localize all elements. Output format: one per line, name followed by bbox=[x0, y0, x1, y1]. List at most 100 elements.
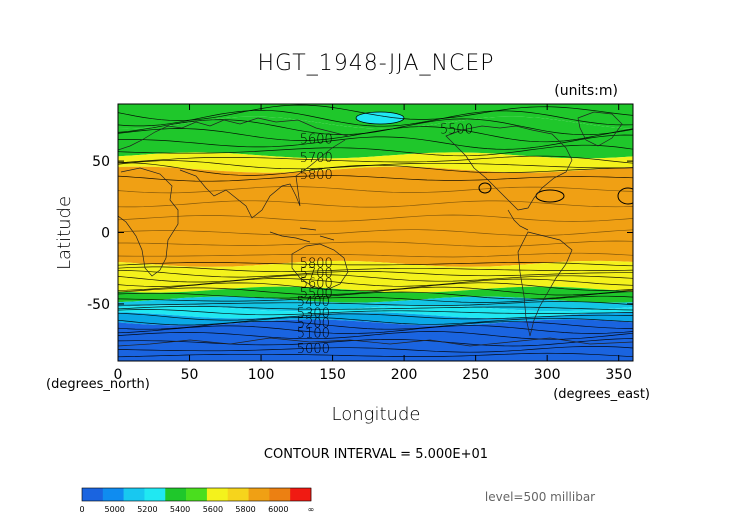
coast-africa bbox=[118, 167, 179, 277]
contour-line bbox=[118, 274, 633, 283]
contour-line bbox=[118, 320, 633, 330]
contour-labels: 5500560057005800580057005600550054005300… bbox=[297, 122, 473, 357]
x-axis-title: Longitude bbox=[332, 404, 421, 425]
contour-line bbox=[118, 301, 633, 306]
colorbar bbox=[82, 488, 312, 501]
contour-line bbox=[118, 214, 633, 222]
colorbar-swatch bbox=[82, 488, 104, 501]
y-axis-ticks: 50 0 -50 bbox=[87, 154, 633, 313]
level-text: level=500 millibar bbox=[485, 490, 595, 504]
high-center-east bbox=[617, 187, 633, 205]
contour-line bbox=[118, 162, 633, 176]
colorbar-swatch bbox=[165, 488, 187, 501]
contour-line bbox=[118, 291, 633, 300]
coast-australia bbox=[291, 243, 349, 291]
contour-label: 5600 bbox=[300, 277, 333, 292]
coast-asia-south bbox=[179, 139, 346, 219]
contour-line bbox=[118, 352, 633, 358]
contour-line bbox=[118, 269, 633, 278]
contour-line bbox=[118, 118, 633, 136]
contour-label: 5000 bbox=[297, 342, 330, 357]
colorbar-swatch bbox=[144, 488, 166, 501]
units-label: (units:m) bbox=[554, 83, 618, 99]
colorbar-frame bbox=[81, 487, 312, 502]
contour-line bbox=[118, 295, 633, 303]
contour-label: 5500 bbox=[300, 287, 333, 302]
colorbar-labels: 0 5000 5200 5400 5600 5800 6000 ∞ bbox=[79, 505, 314, 514]
contour-line bbox=[118, 109, 633, 127]
y-tick-label: -50 bbox=[87, 297, 110, 313]
contour-lines bbox=[118, 104, 633, 358]
coast-central-america bbox=[507, 209, 529, 231]
colorbar-swatch bbox=[269, 488, 291, 501]
x-unit-label: (degrees_east) bbox=[553, 387, 650, 402]
contour-line bbox=[118, 200, 633, 208]
contour-line bbox=[118, 338, 633, 347]
x-tick-label: 350 bbox=[605, 367, 632, 383]
colorbar-swatch bbox=[206, 488, 229, 501]
colorbar-swatch bbox=[123, 488, 145, 501]
coast-south-america bbox=[517, 231, 573, 337]
y-tick-label: 0 bbox=[101, 226, 110, 242]
contour-line bbox=[118, 252, 633, 258]
contour-interval-text: CONTOUR INTERVAL = 5.000E+01 bbox=[264, 447, 488, 462]
coast-antarctica bbox=[118, 337, 633, 347]
contour-line bbox=[118, 331, 633, 340]
contour-line bbox=[118, 229, 633, 236]
contour-line bbox=[118, 306, 633, 311]
colorbar-tick-label: 5200 bbox=[137, 505, 157, 514]
contour-line bbox=[118, 186, 633, 194]
contour-line bbox=[118, 266, 633, 273]
high-center-pacific bbox=[478, 182, 492, 194]
coast-indonesia bbox=[269, 227, 335, 243]
colorbar-swatch bbox=[290, 488, 312, 501]
y-tick-label: 50 bbox=[92, 154, 110, 170]
contour-line bbox=[118, 262, 633, 267]
chart-title: HGT_1948-JJA_NCEP bbox=[257, 51, 494, 76]
x-tick-label: 250 bbox=[462, 367, 489, 383]
contour-line bbox=[118, 325, 633, 334]
x-tick-label: 300 bbox=[534, 367, 561, 383]
contour-line bbox=[118, 278, 633, 287]
contour-label: 5100 bbox=[297, 326, 330, 341]
color-band bbox=[118, 319, 633, 361]
coastlines bbox=[118, 111, 633, 347]
contour-label: 5800 bbox=[300, 257, 333, 272]
coast-greenland bbox=[577, 111, 623, 147]
contour-label: 5800 bbox=[300, 168, 333, 183]
colorbar-tick-label: ∞ bbox=[308, 505, 315, 514]
contour-line bbox=[118, 240, 633, 247]
contour-line bbox=[118, 316, 633, 326]
colorbar-tick-label: 0 bbox=[79, 505, 84, 514]
color-band bbox=[118, 260, 633, 293]
contour-line bbox=[118, 144, 633, 157]
color-band bbox=[118, 116, 633, 159]
contour-line bbox=[118, 282, 633, 292]
contour-line bbox=[118, 175, 633, 182]
x-tick-label: 200 bbox=[391, 367, 418, 383]
colorbar-tick-label: 6000 bbox=[268, 505, 288, 514]
contour-line bbox=[118, 309, 633, 316]
contour-label: 5600 bbox=[300, 132, 333, 147]
contour-line bbox=[118, 126, 633, 143]
colorbar-tick-label: 5400 bbox=[170, 505, 190, 514]
x-tick-label: 100 bbox=[248, 367, 275, 383]
plot-area bbox=[118, 104, 633, 361]
colorbar-tick-label: 5800 bbox=[235, 505, 255, 514]
colorbar-swatch bbox=[227, 488, 249, 501]
contour-line bbox=[118, 134, 633, 150]
contour-label: 5700 bbox=[300, 267, 333, 282]
colorbar-swatch bbox=[248, 488, 270, 501]
contour-label: 5500 bbox=[440, 122, 473, 137]
color-band bbox=[118, 305, 633, 319]
color-band bbox=[118, 166, 633, 267]
colorbar-tick-label: 5000 bbox=[105, 505, 125, 514]
contour-line bbox=[118, 312, 633, 321]
contour-line bbox=[118, 346, 633, 353]
coast-europe bbox=[118, 117, 349, 151]
contour-label: 5200 bbox=[297, 316, 330, 331]
field-highlights bbox=[355, 111, 633, 205]
color-band bbox=[118, 286, 633, 303]
x-tick-label: 150 bbox=[319, 367, 346, 383]
